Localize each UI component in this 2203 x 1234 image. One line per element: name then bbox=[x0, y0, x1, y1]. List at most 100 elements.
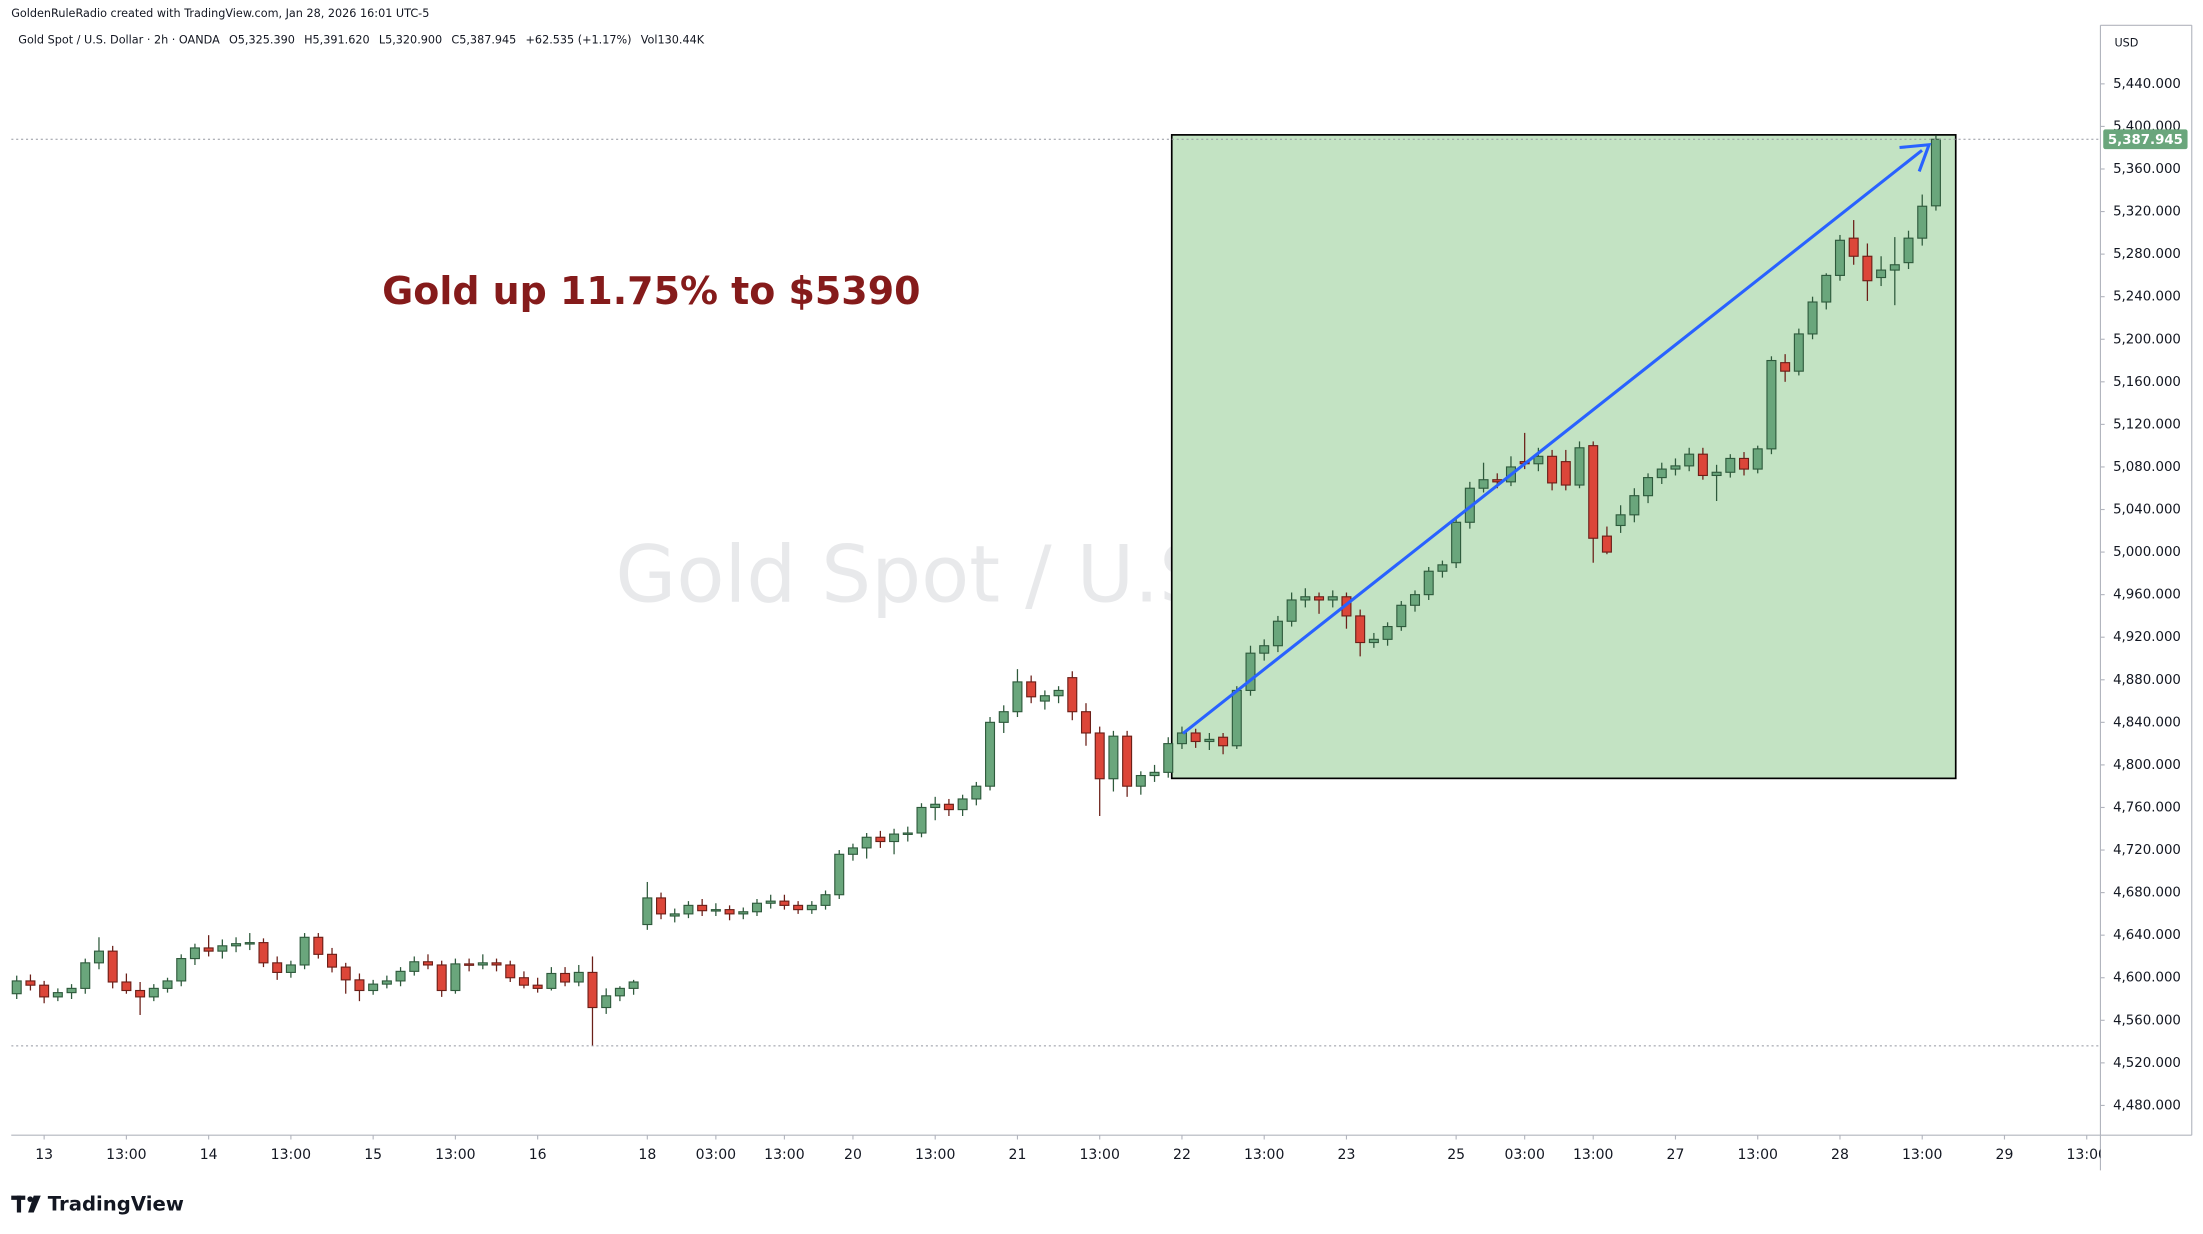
candle-body bbox=[450, 963, 461, 992]
candle-body bbox=[1355, 615, 1366, 644]
candle-body bbox=[1451, 521, 1462, 564]
candle-body bbox=[1670, 465, 1681, 470]
x-tick-label: 13:00 bbox=[1902, 1147, 1942, 1163]
candle-body bbox=[1738, 457, 1750, 470]
x-tick-label: 13:00 bbox=[271, 1147, 311, 1163]
candle-body bbox=[1067, 677, 1078, 713]
y-tick-label: 5,440.000 bbox=[2113, 77, 2181, 92]
candle-body bbox=[1780, 362, 1791, 372]
candle-body bbox=[121, 981, 132, 992]
y-tick-label: 4,760.000 bbox=[2113, 800, 2181, 815]
candle-body bbox=[765, 900, 776, 904]
y-tick-label: 5,240.000 bbox=[2113, 290, 2181, 305]
candle-body bbox=[1629, 495, 1640, 516]
x-tick-label: 22 bbox=[1173, 1147, 1191, 1163]
candle-body bbox=[1615, 514, 1626, 527]
x-tick-label: 13:00 bbox=[764, 1147, 804, 1163]
candle-body bbox=[1697, 453, 1708, 477]
candle-body bbox=[1245, 652, 1256, 691]
logo-part bbox=[16, 1195, 22, 1213]
symbol: Gold Spot / U.S. Dollar · 2h · OANDA bbox=[18, 34, 220, 47]
last-price-label: 5,387.945 bbox=[2108, 133, 2183, 148]
legend-header: Gold Spot / U.S. Dollar · 2h · OANDA O5,… bbox=[18, 34, 705, 47]
candle-body bbox=[1588, 445, 1599, 539]
candle-body bbox=[1848, 237, 1859, 257]
ohlc-volume: Vol130.44K bbox=[641, 34, 705, 47]
candle-body bbox=[628, 981, 639, 989]
y-tick-label: 5,320.000 bbox=[2113, 205, 2181, 220]
candle-body bbox=[189, 947, 200, 960]
y-tick-label: 5,080.000 bbox=[2113, 460, 2181, 475]
x-tick-label: 14 bbox=[200, 1147, 218, 1163]
candle-body bbox=[1807, 301, 1818, 335]
candle-body bbox=[532, 984, 543, 989]
x-tick-label: 13 bbox=[35, 1147, 53, 1163]
candle-body bbox=[203, 947, 214, 952]
trend-arrow[interactable] bbox=[1182, 149, 1923, 735]
x-tick-label: 13:00 bbox=[915, 1147, 955, 1163]
x-tick-label: 13:00 bbox=[1573, 1147, 1613, 1163]
candle-body bbox=[148, 987, 159, 998]
candle-body bbox=[518, 977, 529, 986]
candle-body bbox=[354, 979, 365, 992]
candle-body bbox=[916, 806, 927, 834]
candle-body bbox=[710, 909, 721, 912]
candles bbox=[11, 135, 1941, 1046]
ohlc-change: +62.535 (+1.17%) bbox=[526, 34, 632, 47]
candle-body bbox=[1382, 626, 1393, 640]
x-tick-label: 13:00 bbox=[435, 1147, 475, 1163]
candle-body bbox=[587, 971, 598, 1009]
brand[interactable]: TradingView bbox=[48, 1192, 184, 1215]
candle-body bbox=[135, 989, 146, 998]
candle-body bbox=[1889, 264, 1900, 271]
candle-body bbox=[93, 950, 104, 964]
candle-body bbox=[1368, 638, 1379, 644]
candle-body bbox=[52, 992, 63, 998]
candle-body bbox=[477, 962, 488, 966]
x-tick-label: 21 bbox=[1009, 1147, 1027, 1163]
candle-body bbox=[1423, 570, 1434, 596]
candle-body bbox=[272, 962, 283, 973]
candle-body bbox=[1080, 711, 1092, 734]
candle-body bbox=[1862, 255, 1873, 282]
candle-body bbox=[1053, 689, 1064, 697]
y-tick-label: 4,840.000 bbox=[2113, 715, 2181, 730]
candle-body bbox=[1218, 736, 1229, 747]
y-tick-label: 4,800.000 bbox=[2113, 758, 2181, 773]
highlight-box[interactable] bbox=[1170, 134, 1957, 780]
candle-body bbox=[1108, 735, 1119, 780]
candle-body bbox=[436, 964, 447, 992]
candle-body bbox=[1094, 732, 1105, 780]
candle-body bbox=[738, 911, 749, 915]
x-tick-label: 23 bbox=[1338, 1147, 1356, 1163]
candle-body bbox=[299, 936, 310, 966]
candle-body bbox=[1793, 333, 1804, 372]
candle-body bbox=[697, 904, 708, 912]
candle-body bbox=[1478, 479, 1489, 489]
y-tick-label: 5,120.000 bbox=[2113, 417, 2181, 432]
candle-body bbox=[875, 836, 886, 843]
candle-body bbox=[985, 721, 996, 787]
candle-body bbox=[1752, 448, 1763, 470]
ohlc-open: O5,325.390 bbox=[229, 34, 295, 47]
x-tick-label: 03:00 bbox=[1504, 1147, 1544, 1163]
candle-body bbox=[1259, 645, 1270, 654]
currency[interactable]: USD bbox=[2114, 37, 2138, 50]
y-tick-label: 4,720.000 bbox=[2113, 843, 2181, 858]
candle-body bbox=[244, 942, 255, 945]
candle-body bbox=[1026, 681, 1037, 698]
x-tick-label: 13:00 bbox=[106, 1147, 146, 1163]
candle-body bbox=[1012, 681, 1023, 713]
candle-body bbox=[793, 904, 804, 911]
plot-area: Gold Spot / U.S. Dollar Gold up 11.75% t… bbox=[11, 134, 2101, 1047]
candle-body bbox=[724, 909, 735, 915]
annotation[interactable]: Gold up 11.75% to $5390 bbox=[382, 269, 920, 313]
y-tick-label: 5,280.000 bbox=[2113, 247, 2181, 262]
candle-body bbox=[1190, 732, 1201, 743]
candle-body bbox=[1272, 620, 1283, 647]
candle-body bbox=[505, 964, 516, 979]
y-tick-label: 5,040.000 bbox=[2113, 503, 2181, 518]
candle-body bbox=[1547, 455, 1558, 484]
y-tick-label: 4,480.000 bbox=[2113, 1098, 2181, 1113]
